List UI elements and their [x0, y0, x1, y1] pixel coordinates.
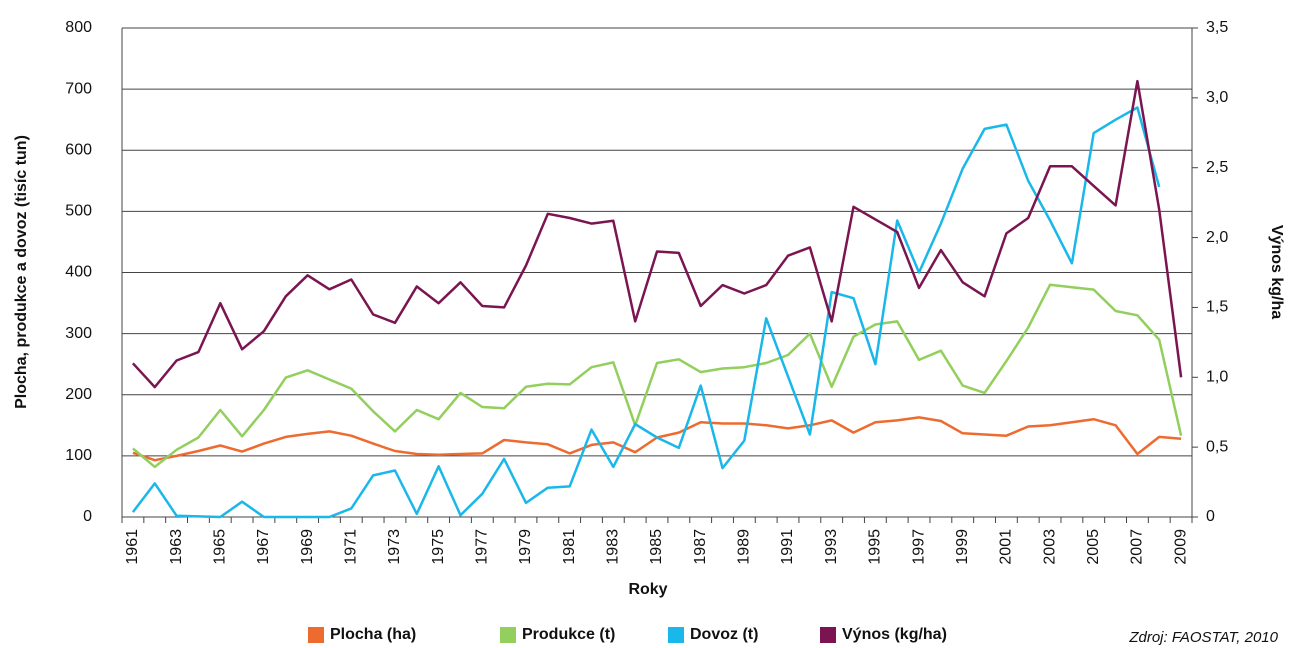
y-tick-label: 600: [65, 141, 92, 158]
x-tick-label: 1969: [299, 529, 316, 565]
y2-tick-label: 3,5: [1206, 19, 1228, 36]
x-tick-label: 1993: [823, 529, 840, 565]
series-line: [131, 106, 1161, 519]
legend-label: Výnos (kg/ha): [842, 626, 947, 643]
legend-label: Dovoz (t): [690, 626, 758, 643]
y2-tick-label: 0,5: [1206, 438, 1228, 455]
legend-swatch: [308, 627, 324, 643]
y-tick-label: 0: [83, 508, 92, 525]
legend-label: Plocha (ha): [330, 626, 416, 643]
y-tick-label: 200: [65, 386, 92, 403]
x-tick-label: 1997: [910, 529, 927, 565]
x-tick-label: 1963: [168, 529, 185, 565]
y-tick-label: 800: [65, 19, 92, 36]
x-tick-label: 1965: [211, 529, 228, 565]
x-tick-label: 1961: [124, 529, 141, 565]
y-tick-label: 400: [65, 264, 92, 281]
x-tick-label: 1985: [648, 529, 665, 565]
x-tick-label: 1977: [474, 529, 491, 565]
x-tick-label: 1995: [867, 529, 884, 565]
x-tick-label: 1971: [343, 529, 360, 565]
x-tick-label: 1979: [517, 529, 534, 565]
y-axis-label: Plocha, produkce a dovoz (tisíc tun): [13, 135, 30, 409]
y2-tick-label: 2,5: [1206, 159, 1228, 176]
y2-tick-label: 1,5: [1206, 299, 1228, 316]
x-tick-label: 1987: [692, 529, 709, 565]
series-line: [131, 79, 1183, 389]
x-tick-label: 1999: [954, 529, 971, 565]
x-tick-label: 2007: [1129, 529, 1146, 565]
x-tick-label: 2003: [1041, 529, 1058, 565]
y-tick-label: 100: [65, 447, 92, 464]
y2-tick-label: 2,0: [1206, 229, 1228, 246]
x-tick-label: 1973: [386, 529, 403, 565]
y2-axis-label: Výnos kg/ha: [1268, 225, 1285, 319]
x-axis-label: Roky: [628, 581, 667, 598]
legend-swatch: [820, 627, 836, 643]
x-tick-label: 1981: [561, 529, 578, 565]
series-line: [132, 283, 1183, 469]
y2-tick-label: 0: [1206, 508, 1215, 525]
x-tick-label: 1975: [430, 529, 447, 565]
x-tick-label: 1991: [779, 529, 796, 565]
x-tick-label: 1983: [605, 529, 622, 565]
y2-tick-label: 1,0: [1206, 369, 1228, 386]
legend-swatch: [668, 627, 684, 643]
x-tick-label: 1989: [736, 529, 753, 565]
x-tick-label: 2001: [998, 529, 1015, 565]
y2-tick-label: 3,0: [1206, 89, 1228, 106]
y-tick-label: 700: [65, 80, 92, 97]
x-tick-label: 2005: [1085, 529, 1102, 565]
x-tick-label: 1967: [255, 529, 272, 565]
legend-label: Produkce (t): [522, 626, 615, 643]
x-tick-label: 2009: [1172, 529, 1189, 565]
y-tick-label: 500: [65, 203, 92, 220]
source: Zdroj: FAOSTAT, 2010: [1128, 629, 1278, 646]
y-tick-label: 300: [65, 325, 92, 342]
legend-swatch: [500, 627, 516, 643]
